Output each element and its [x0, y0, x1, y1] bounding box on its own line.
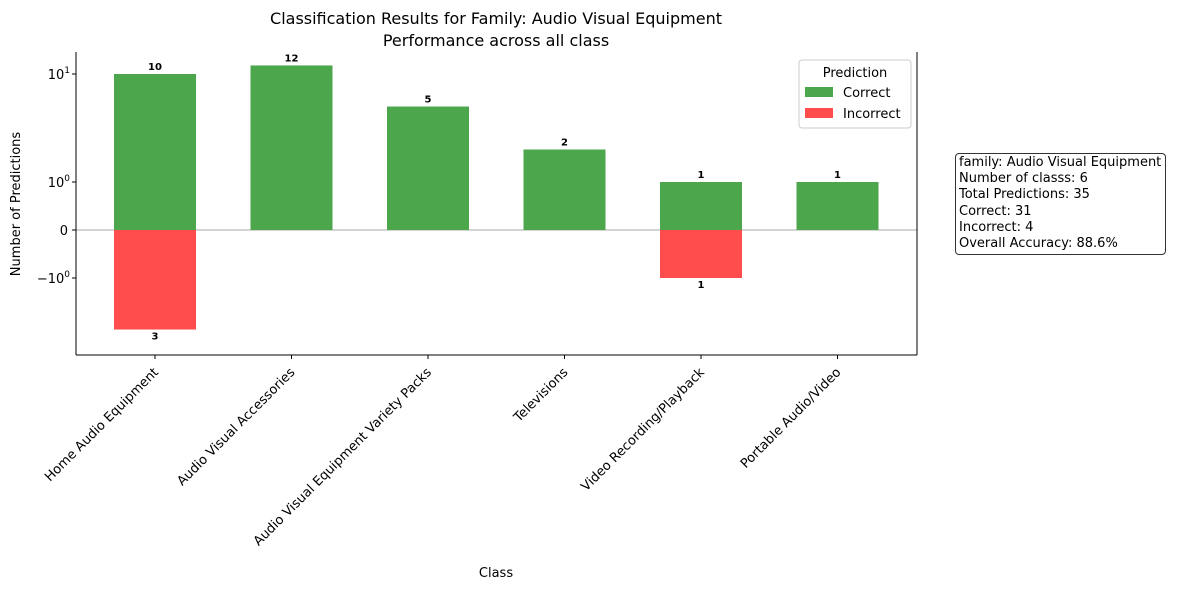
bar-correct-home-audio-equipment: [114, 74, 196, 230]
x-axis-label: Class: [479, 566, 513, 581]
legend: Prediction Correct Incorrect: [798, 59, 912, 129]
bar-correct-video-recording-playback: [660, 182, 742, 230]
bar-incorrect-home-audio-equipment: [114, 230, 196, 330]
bar-correct-audio-visual-equipment-variety-packs: [387, 106, 469, 230]
data-label-correct-video-recording-playback: 1: [698, 170, 705, 181]
data-label-correct-televisions: 2: [561, 137, 568, 148]
y-tick-label: −100: [37, 270, 70, 287]
y-axis-label: Number of Predictions: [9, 132, 24, 277]
bar-incorrect-video-recording-playback: [660, 230, 742, 278]
y-tick-label: 100: [48, 174, 71, 191]
stats-class-count: Number of classs: 6: [959, 171, 1088, 187]
legend-swatch-incorrect: [805, 108, 833, 118]
legend-swatch-correct: [805, 87, 833, 97]
stats-accuracy: Overall Accuracy: 88.6%: [959, 236, 1118, 252]
bar-correct-audio-visual-accessories: [250, 65, 333, 230]
bar-correct-portable-audio-video: [796, 182, 879, 230]
data-label-incorrect-video-recording-playback: 1: [698, 280, 705, 291]
legend-label-correct: Correct: [843, 86, 890, 101]
chart-title: Classification Results for Family: Audio…: [270, 9, 722, 28]
data-label-correct-audio-visual-equipment-variety-packs: 5: [425, 95, 432, 106]
data-label-correct-home-audio-equipment: 10: [148, 62, 162, 73]
stats-incorrect: Incorrect: 4: [959, 219, 1034, 235]
x-tick-label-portable-audio-video: Portable Audio/Video: [738, 365, 844, 471]
y-tick-label: 0: [60, 224, 68, 239]
data-label-incorrect-home-audio-equipment: 3: [152, 332, 159, 343]
stats-family: family: Audio Visual Equipment: [959, 155, 1162, 170]
legend-title: Prediction: [823, 66, 888, 81]
data-label-correct-portable-audio-video: 1: [834, 170, 841, 181]
legend-label-incorrect: Incorrect: [843, 107, 901, 122]
stats-correct: Correct: 31: [959, 203, 1032, 219]
x-tick-label-home-audio-equipment: Home Audio Equipment: [42, 365, 162, 485]
y-tick-label: 101: [48, 66, 70, 83]
stats-total: Total Predictions: 35: [959, 187, 1090, 203]
x-tick-label-televisions: Televisions: [511, 365, 572, 426]
data-label-correct-audio-visual-accessories: 12: [285, 53, 299, 64]
chart-subtitle: Performance across all class: [383, 31, 609, 50]
bar-correct-televisions: [523, 149, 606, 230]
x-tick-label-video-recording-playback: Video Recording/Playback: [578, 365, 708, 495]
x-tick-label-audio-visual-accessories: Audio Visual Accessories: [174, 365, 298, 489]
stats-box: family: Audio Visual Equipment Number of…: [955, 153, 1167, 256]
